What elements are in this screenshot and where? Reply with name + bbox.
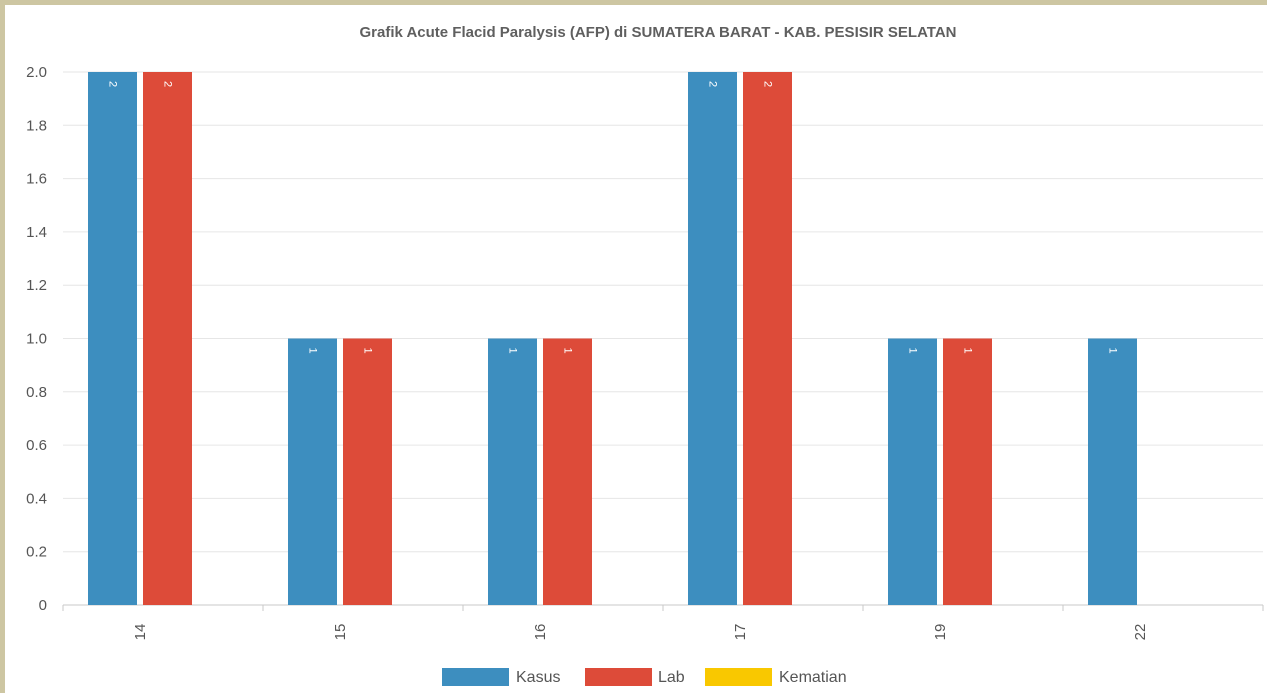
y-tick-label: 1.8 bbox=[26, 117, 47, 134]
bars-layer: 2 2 1 1 1 1 2 2 1 1 1 bbox=[88, 72, 1137, 605]
bar-kasus-17[interactable] bbox=[688, 72, 737, 605]
data-label: 1 bbox=[1107, 347, 1119, 353]
x-tick-label: 22 bbox=[1132, 624, 1149, 641]
y-axis-ticks: 0 0.2 0.4 0.6 0.8 1.0 1.2 1.4 1.6 1.8 2.0 bbox=[26, 64, 47, 614]
grid-layer bbox=[62, 71, 1264, 611]
legend: Kasus Lab Kematian bbox=[442, 668, 847, 686]
bar-chart: Grafik Acute Flacid Paralysis (AFP) di S… bbox=[26, 24, 1264, 686]
data-label: 2 bbox=[707, 81, 719, 87]
y-tick-label: 1.4 bbox=[26, 224, 47, 241]
data-label: 1 bbox=[362, 347, 374, 353]
legend-label-kasus[interactable]: Kasus bbox=[516, 669, 560, 686]
data-label: 2 bbox=[107, 81, 119, 87]
data-label: 1 bbox=[962, 347, 974, 353]
y-tick-label: 0.8 bbox=[26, 384, 47, 401]
data-label: 2 bbox=[762, 81, 774, 87]
x-tick-label: 14 bbox=[132, 624, 149, 641]
bar-kasus-15[interactable] bbox=[288, 338, 337, 606]
data-label: 2 bbox=[162, 81, 174, 87]
y-tick-label: 2.0 bbox=[26, 64, 47, 81]
y-tick-label: 0 bbox=[39, 597, 47, 614]
bar-lab-14[interactable] bbox=[143, 72, 192, 605]
bar-kasus-16[interactable] bbox=[488, 338, 537, 606]
bar-lab-19[interactable] bbox=[943, 338, 992, 606]
y-tick-label: 1.2 bbox=[26, 277, 47, 294]
x-tick-label: 16 bbox=[532, 624, 549, 641]
legend-swatch-lab[interactable] bbox=[585, 668, 652, 686]
bar-lab-17[interactable] bbox=[743, 72, 792, 605]
data-label: 1 bbox=[307, 347, 319, 353]
x-tick-label: 19 bbox=[932, 624, 949, 641]
y-tick-label: 0.6 bbox=[26, 437, 47, 454]
x-tick-label: 15 bbox=[332, 624, 349, 641]
x-axis-ticks: 14 15 16 17 19 22 bbox=[132, 624, 1149, 641]
bar-kasus-22[interactable] bbox=[1088, 338, 1137, 606]
data-label: 1 bbox=[907, 347, 919, 353]
y-tick-label: 1.6 bbox=[26, 171, 47, 188]
bar-kasus-14[interactable] bbox=[88, 72, 137, 605]
y-tick-label: 1.0 bbox=[26, 331, 47, 348]
chart-panel: Grafik Acute Flacid Paralysis (AFP) di S… bbox=[5, 5, 1267, 693]
legend-label-kematian[interactable]: Kematian bbox=[779, 669, 847, 686]
bar-lab-16[interactable] bbox=[543, 338, 592, 606]
y-tick-label: 0.2 bbox=[26, 544, 47, 561]
legend-swatch-kematian[interactable] bbox=[705, 668, 772, 686]
x-tick-label: 17 bbox=[732, 624, 749, 641]
legend-swatch-kasus[interactable] bbox=[442, 668, 509, 686]
bar-kasus-19[interactable] bbox=[888, 338, 937, 606]
chart-title: Grafik Acute Flacid Paralysis (AFP) di S… bbox=[359, 24, 956, 41]
legend-label-lab[interactable]: Lab bbox=[658, 669, 685, 686]
data-label: 1 bbox=[507, 347, 519, 353]
bar-lab-15[interactable] bbox=[343, 338, 392, 606]
data-label: 1 bbox=[562, 347, 574, 353]
y-tick-label: 0.4 bbox=[26, 490, 47, 507]
